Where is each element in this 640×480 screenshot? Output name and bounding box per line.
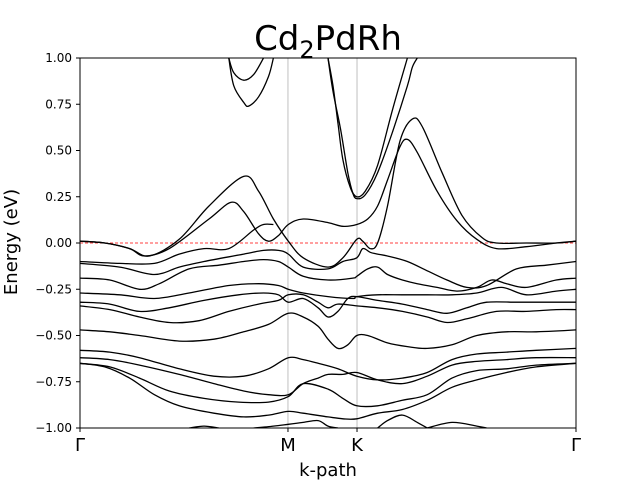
chart-title: Cd2PdRh [254, 19, 402, 64]
band-line-13 [80, 362, 576, 420]
band-line-12 [80, 362, 576, 408]
bands-group [80, 58, 576, 428]
band-line-7 [80, 292, 576, 318]
band-line-1 [80, 138, 576, 257]
x-axis-label: k-path [299, 460, 357, 480]
band-line-11 [80, 356, 576, 397]
y-tick-label: 0.75 [45, 97, 72, 111]
band-line-3 [80, 223, 274, 265]
band-line-18 [228, 58, 265, 81]
title-subscript: 2 [299, 36, 314, 64]
y-tick-label: 0.25 [45, 190, 72, 204]
y-axis-label: Energy (eV) [1, 189, 22, 295]
x-tick-label: K [351, 435, 364, 456]
plot-area: −1.00 −0.75 −0.50 −0.25 0.00 0.25 0.50 0.75 1.00… [35, 51, 581, 456]
band-line-19 [228, 58, 275, 108]
y-tick-label: −0.50 [35, 329, 72, 343]
band-line-8 [80, 293, 576, 324]
band-line-21 [327, 58, 418, 200]
title-main: Cd [254, 19, 299, 59]
band-line-14 [253, 419, 339, 428]
x-tick-label: M [280, 435, 296, 456]
y-tick-label: 0.50 [45, 144, 72, 158]
x-tick-label: Γ [571, 435, 581, 456]
band-line-2 [80, 117, 576, 268]
band-line-6 [80, 283, 576, 300]
band-line-16 [427, 421, 487, 428]
band-line-17 [377, 414, 428, 428]
y-tick-label: 0.00 [45, 236, 72, 250]
band-line-10 [80, 347, 576, 381]
y-tick-label: −0.75 [35, 375, 72, 389]
band-line-5 [80, 258, 576, 292]
y-tick-label: −1.00 [35, 421, 72, 435]
title-rest: PdRh [315, 19, 402, 59]
y-tick-label: −0.25 [35, 282, 72, 296]
band-line-4 [80, 247, 576, 289]
band-line-9 [80, 312, 576, 350]
y-tick-label: 1.00 [45, 51, 72, 65]
band-line-15 [189, 425, 219, 428]
x-tick-label: Γ [75, 435, 85, 456]
